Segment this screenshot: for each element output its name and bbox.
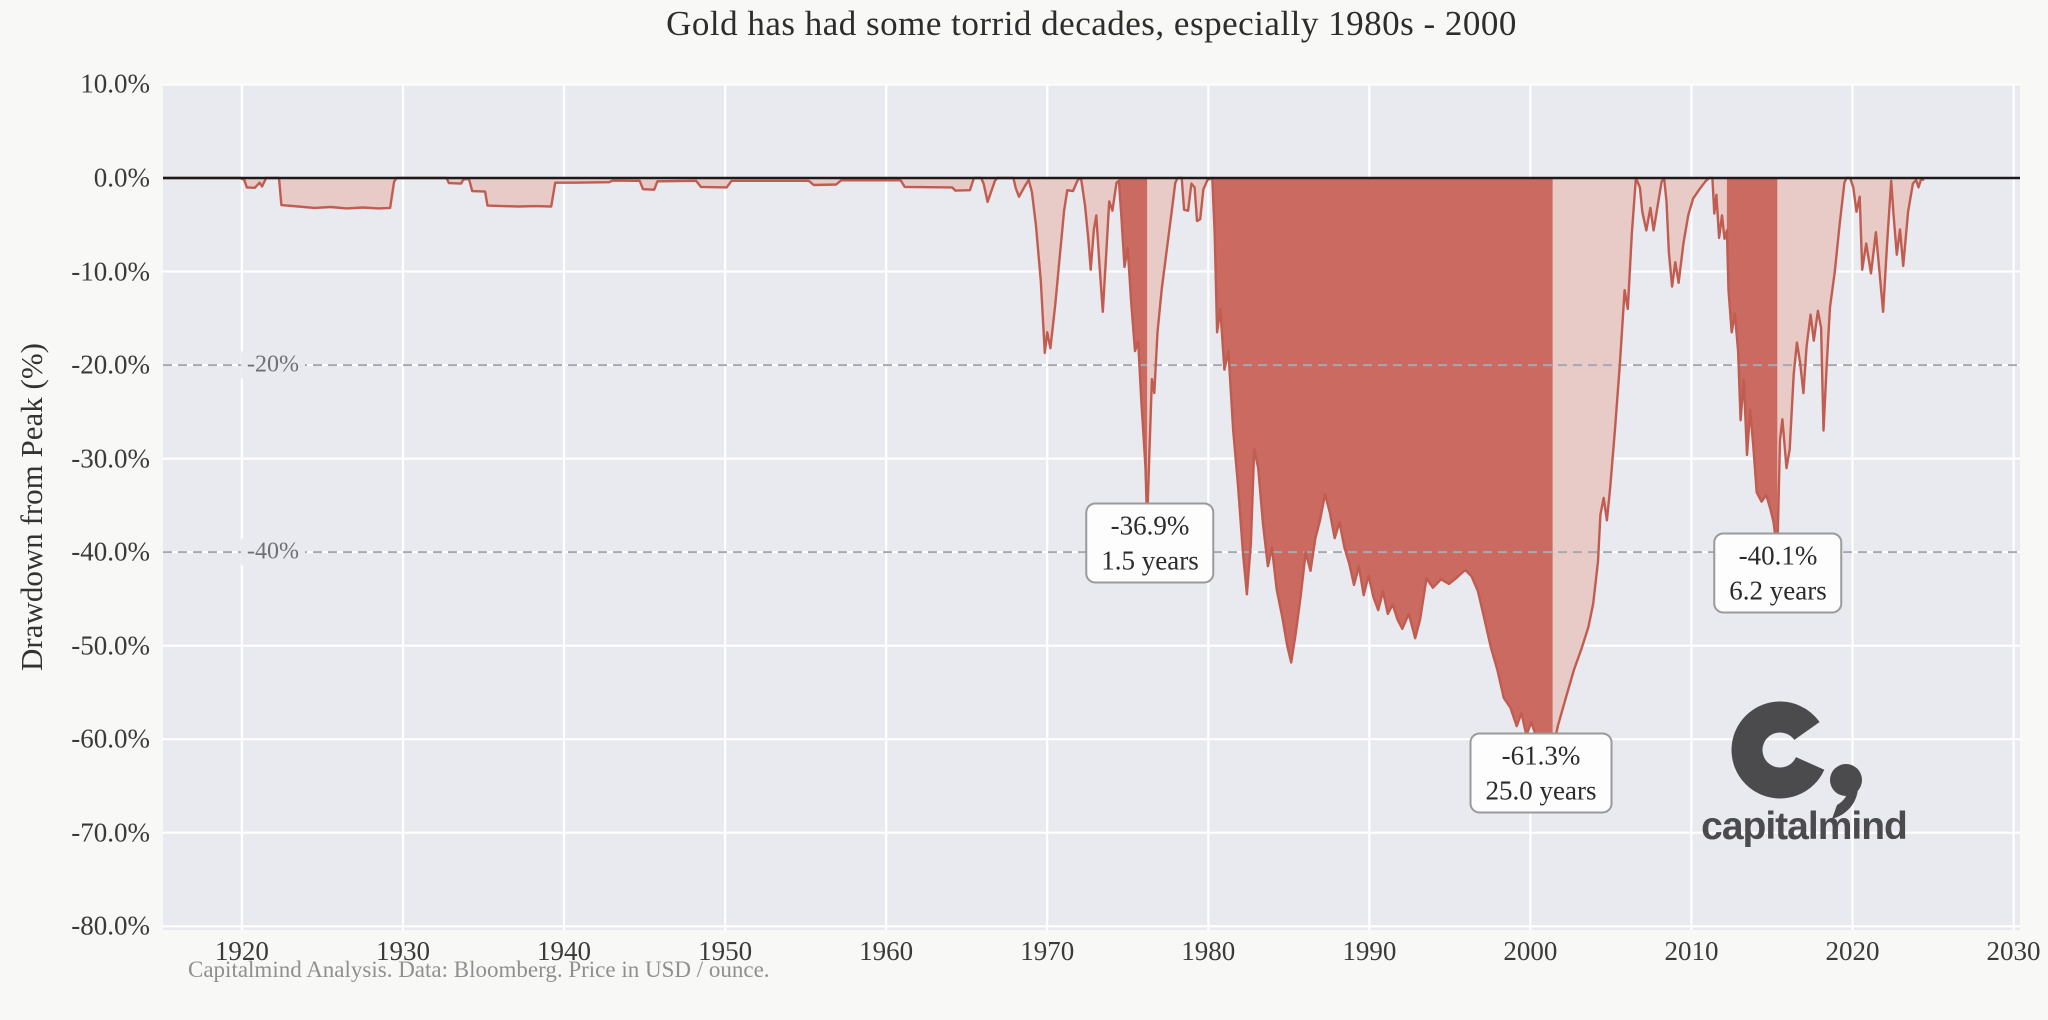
x-tick-label: 1940 bbox=[537, 936, 592, 966]
y-tick-label: -10.0% bbox=[71, 256, 150, 287]
refline-label-20: -20% bbox=[241, 351, 305, 379]
annotation-2012-drawdown: -40.1% 6.2 years bbox=[1713, 532, 1843, 614]
annotation-duration: 1.5 years bbox=[1101, 545, 1199, 575]
annotation-depth: -36.9% bbox=[1110, 510, 1190, 541]
x-tick-label: 2010 bbox=[1664, 936, 1719, 966]
capitalmind-wordmark: capitalmind bbox=[1701, 805, 1908, 848]
y-tick-label: 10.0% bbox=[80, 68, 150, 99]
plot-area bbox=[163, 84, 2020, 930]
source-note: Capitalmind Analysis. Data: Bloomberg. P… bbox=[188, 957, 770, 982]
chart-title: Gold has had some torrid decades, especi… bbox=[666, 4, 1517, 43]
x-tick-label: 1980 bbox=[1181, 936, 1236, 966]
x-tick-label: 1990 bbox=[1342, 936, 1397, 966]
y-tick-label: -20.0% bbox=[71, 349, 150, 380]
drawdown-area-light bbox=[163, 178, 1925, 752]
x-tick-label: 2000 bbox=[1503, 936, 1558, 966]
capitalmind-logo-icon bbox=[1731, 701, 1862, 819]
x-tick-label: 1930 bbox=[375, 936, 430, 966]
y-tick-label: -60.0% bbox=[71, 723, 150, 754]
annotation-depth: -61.3% bbox=[1501, 740, 1581, 771]
x-tick-label: 1950 bbox=[698, 936, 753, 966]
y-tick-label: -30.0% bbox=[71, 443, 150, 474]
y-tick-label: -70.0% bbox=[71, 817, 150, 848]
x-tick-label: 1920 bbox=[214, 936, 269, 966]
y-tick-label: 0.0% bbox=[93, 162, 150, 193]
x-tick-label: 1970 bbox=[1020, 936, 1075, 966]
y-tick-label: -40.0% bbox=[71, 536, 150, 567]
refline-label-40: -40% bbox=[241, 538, 305, 566]
annotation-duration: 6.2 years bbox=[1729, 575, 1827, 605]
annotation-duration: 25.0 years bbox=[1485, 775, 1597, 805]
annotation-1980-drawdown: -61.3% 25.0 years bbox=[1469, 732, 1613, 814]
y-tick-label: -80.0% bbox=[71, 910, 150, 941]
x-tick-label: 1960 bbox=[859, 936, 914, 966]
y-tick-label: -50.0% bbox=[71, 630, 150, 661]
y-axis-label: Drawdown from Peak (%) bbox=[14, 343, 49, 671]
x-tick-label: 2020 bbox=[1825, 936, 1880, 966]
annotation-1975-drawdown: -36.9% 1.5 years bbox=[1085, 502, 1215, 584]
x-tick-label: 2030 bbox=[1986, 936, 2041, 966]
drawdown-line bbox=[163, 176, 1925, 753]
annotation-depth: -40.1% bbox=[1738, 540, 1818, 571]
